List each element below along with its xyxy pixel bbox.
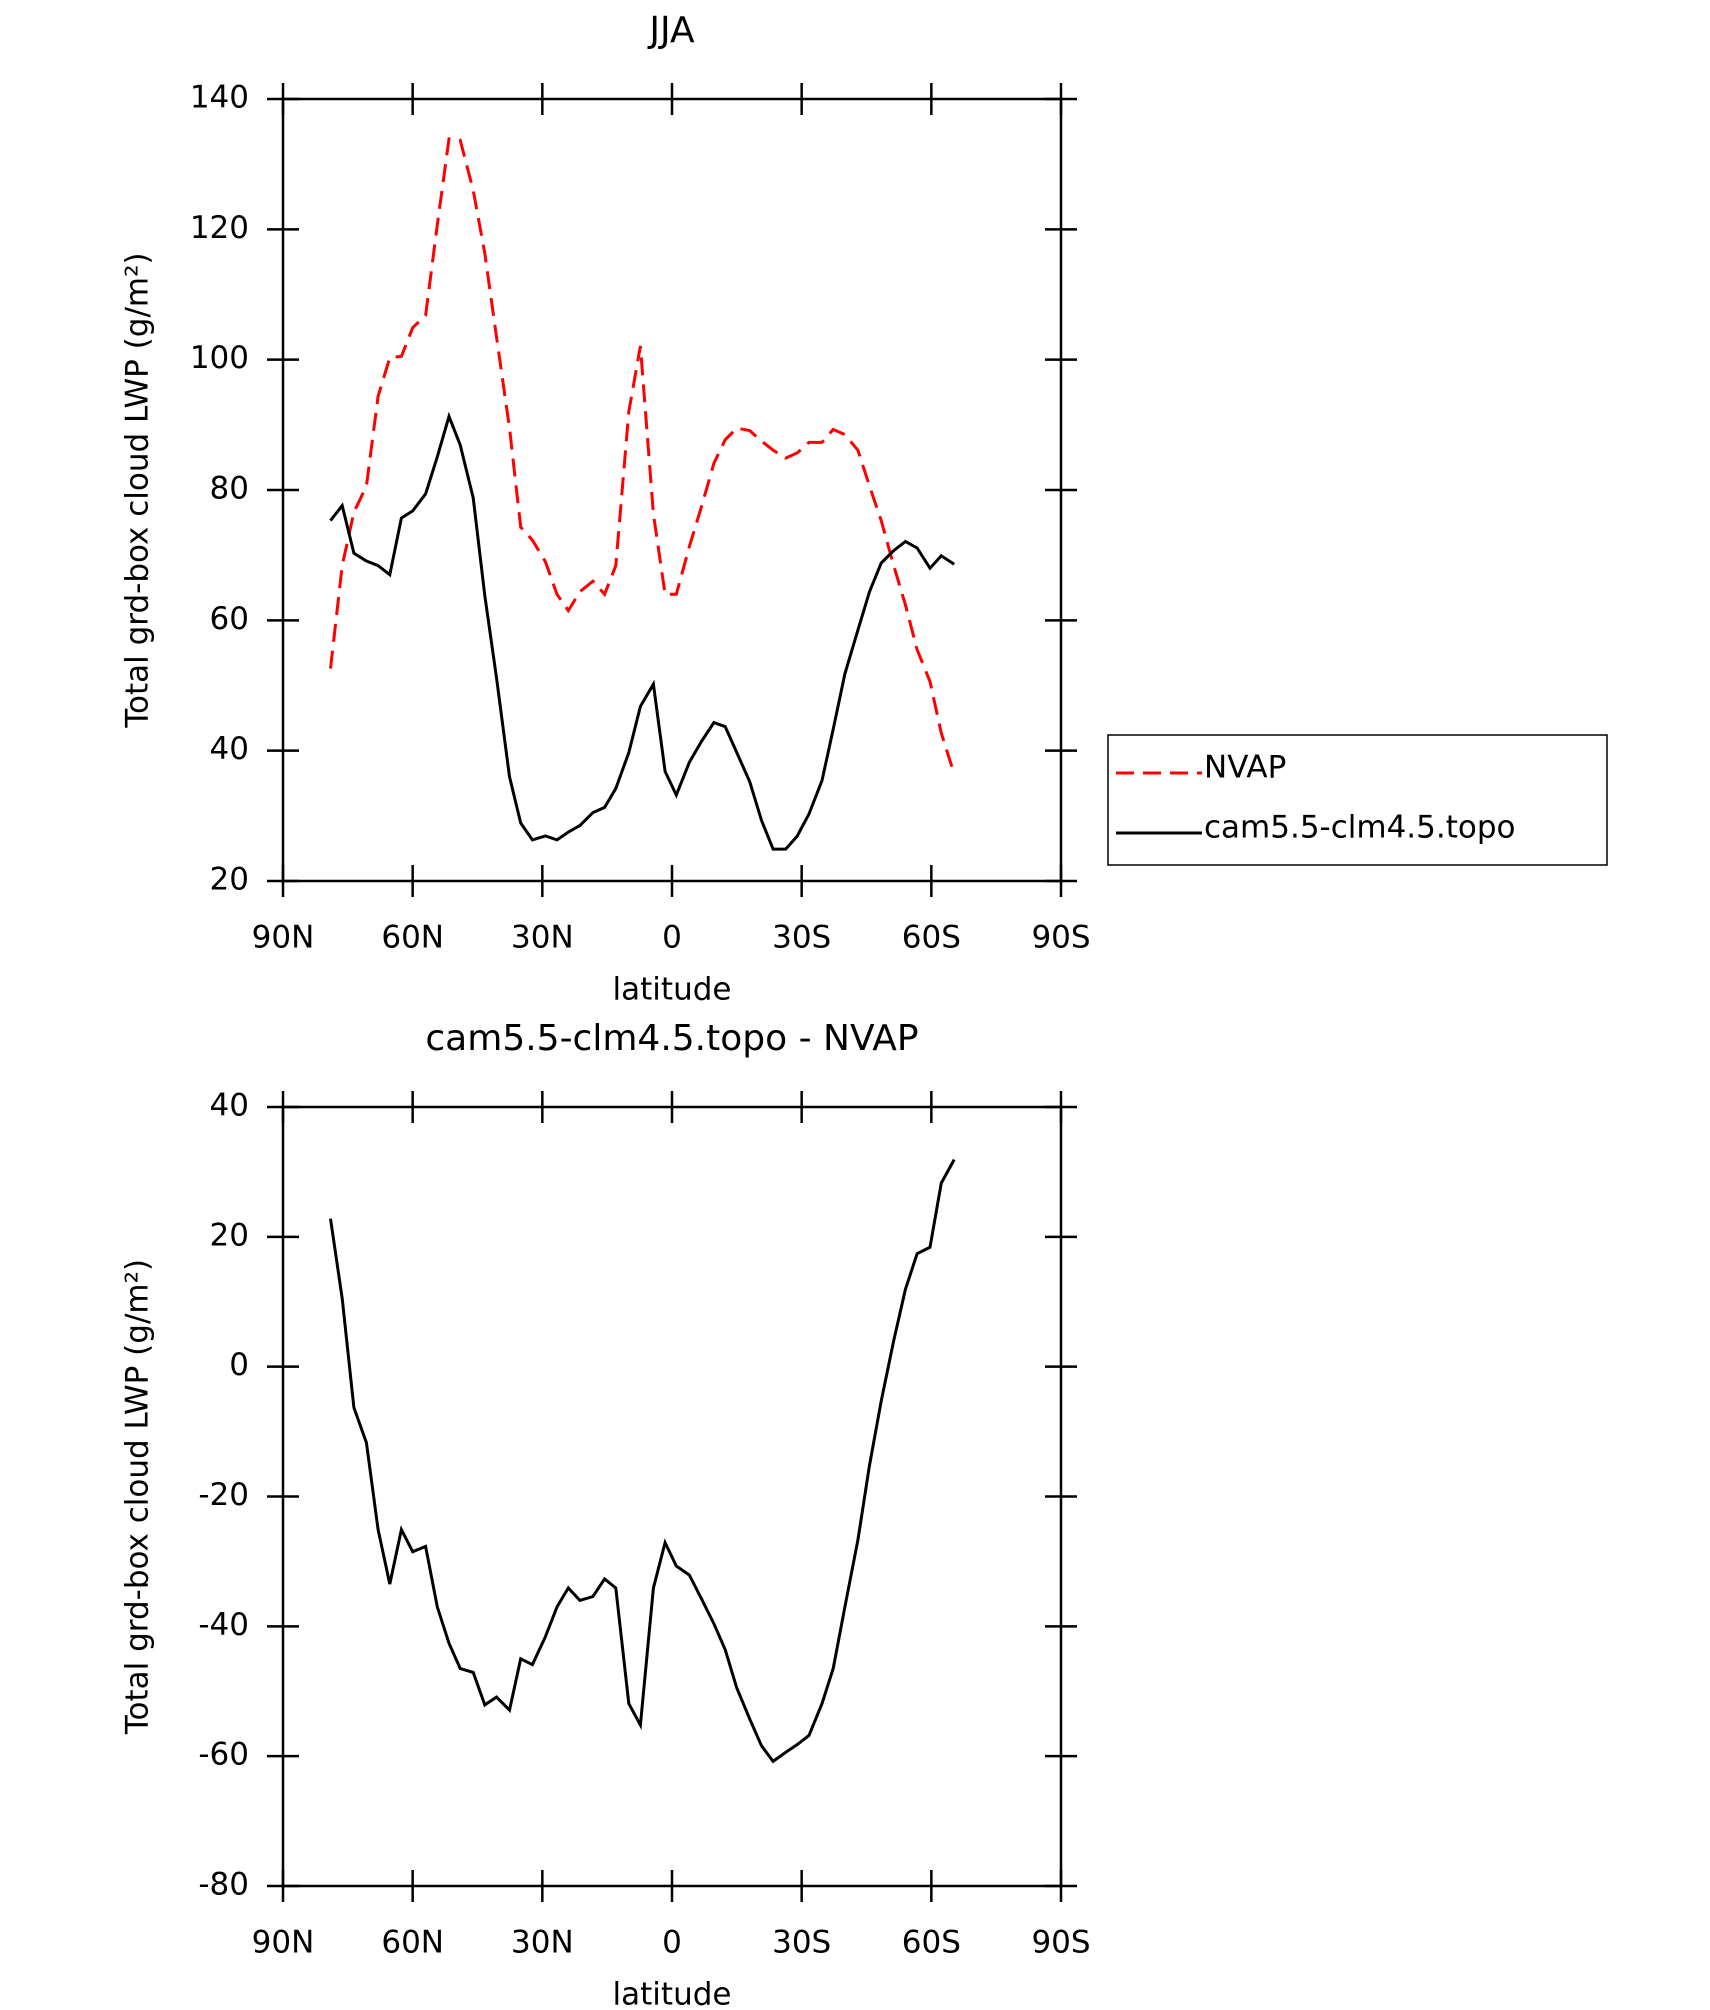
y-tick-label: 0 xyxy=(229,1347,249,1383)
x-tick-label: 60S xyxy=(902,920,961,956)
y-tick-label: 80 xyxy=(210,471,249,507)
x-tick-label: 90S xyxy=(1031,1925,1090,1961)
x-axis-title: latitude xyxy=(613,1977,732,2010)
x-tick-label: 90S xyxy=(1031,920,1090,956)
y-tick-label: 120 xyxy=(190,210,249,246)
x-tick-label: 90N xyxy=(252,1925,315,1961)
x-tick-label: 60N xyxy=(381,920,444,956)
y-tick-label: -80 xyxy=(198,1867,249,1903)
y-tick-label: 20 xyxy=(210,862,249,898)
x-tick-label: 30S xyxy=(772,1925,831,1961)
y-axis-title: Total grd-box cloud LWP (g/m²) xyxy=(120,1259,156,1735)
x-tick-label: 0 xyxy=(662,1925,682,1961)
legend-label: cam5.5-clm4.5.topo xyxy=(1204,810,1516,846)
x-tick-label: 0 xyxy=(662,920,682,956)
plot-frame xyxy=(281,97,1063,883)
y-tick-label: -20 xyxy=(198,1477,249,1513)
legend-box xyxy=(1107,734,1608,866)
chart-title: cam5.5-clm4.5.topo - NVAP xyxy=(425,1018,918,1059)
chart-title: JJA xyxy=(647,10,695,51)
x-tick-label: 60N xyxy=(381,1925,444,1961)
data-line xyxy=(329,411,956,851)
x-tick-label: 30N xyxy=(511,1925,574,1961)
x-tick-label: 30N xyxy=(511,920,574,956)
data-line xyxy=(329,1158,956,1764)
y-tick-label: 100 xyxy=(190,340,249,376)
y-tick-label: 40 xyxy=(210,731,249,767)
y-tick-label: 60 xyxy=(210,601,249,637)
y-tick-label: -40 xyxy=(198,1607,249,1643)
x-tick-label: 30S xyxy=(772,920,831,956)
legend-label: NVAP xyxy=(1204,750,1286,786)
y-axis-title: Total grd-box cloud LWP (g/m²) xyxy=(120,252,156,728)
y-tick-label: 40 xyxy=(210,1088,249,1124)
y-tick-label: 140 xyxy=(190,80,249,116)
x-tick-label: 60S xyxy=(902,1925,961,1961)
x-axis-title: latitude xyxy=(613,972,732,1008)
y-tick-label: 20 xyxy=(210,1217,249,1253)
y-tick-label: -60 xyxy=(198,1737,249,1773)
data-line xyxy=(329,137,956,775)
plot-frame xyxy=(281,1105,1063,1888)
x-tick-label: 90N xyxy=(252,920,315,956)
